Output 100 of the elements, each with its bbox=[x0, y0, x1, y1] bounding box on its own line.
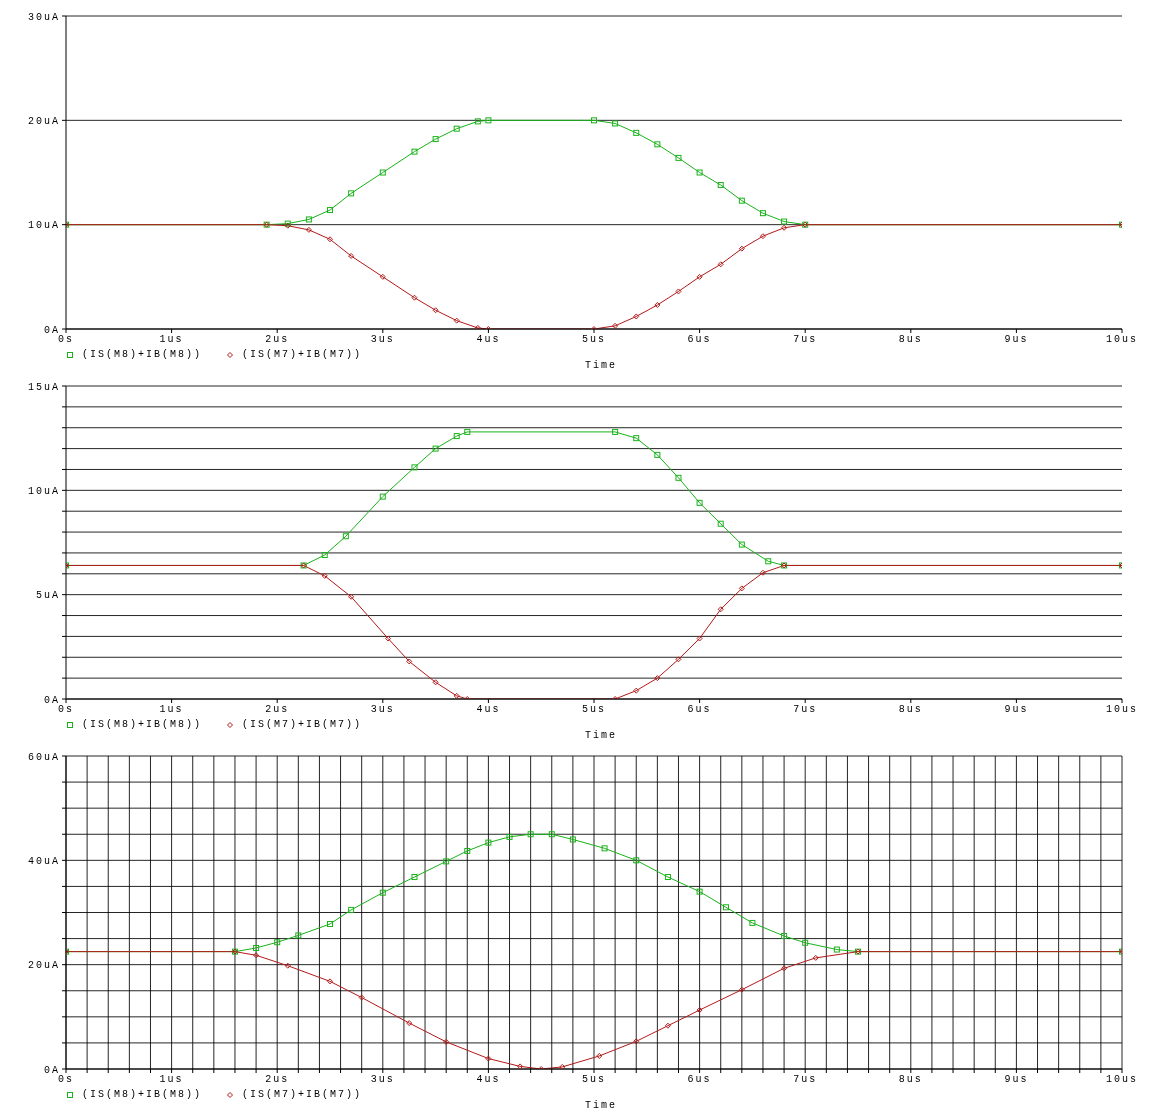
legend-label: (IS(M7)+IB(M7)) bbox=[242, 1089, 363, 1100]
x-tick-label: 0s bbox=[57, 704, 75, 716]
point bbox=[569, 836, 576, 843]
point bbox=[759, 210, 766, 217]
point bbox=[738, 197, 745, 204]
point bbox=[781, 932, 788, 939]
point bbox=[411, 874, 418, 881]
x-tick-label: 5us bbox=[581, 1074, 607, 1086]
point bbox=[348, 906, 355, 913]
y-tick-label: 20uA bbox=[27, 960, 60, 972]
point bbox=[474, 324, 481, 329]
legend-label: (IS(M7)+IB(M7)) bbox=[242, 349, 363, 360]
x-tick-label: 8us bbox=[898, 1074, 923, 1086]
point bbox=[833, 946, 840, 953]
point bbox=[738, 585, 745, 592]
point bbox=[464, 847, 471, 854]
point bbox=[348, 593, 355, 600]
point bbox=[612, 428, 619, 435]
x-tick-label: 9us bbox=[1004, 704, 1029, 716]
legend-label: (IS(M8)+IB(M8)) bbox=[82, 719, 203, 730]
point bbox=[411, 294, 418, 301]
point bbox=[274, 939, 281, 946]
x-tick-label: 6us bbox=[687, 1074, 712, 1086]
point bbox=[305, 226, 312, 233]
point bbox=[406, 658, 413, 665]
point bbox=[385, 635, 392, 642]
point bbox=[348, 252, 355, 259]
y-tick-label: 60uA bbox=[27, 751, 60, 763]
point bbox=[443, 858, 450, 865]
point bbox=[717, 182, 724, 189]
x-tick-label: 2us bbox=[265, 1074, 290, 1086]
point bbox=[411, 464, 418, 471]
y-tick-label: 20uA bbox=[27, 115, 60, 127]
point bbox=[485, 1055, 492, 1062]
x-tick-label: 8us bbox=[898, 334, 923, 346]
point bbox=[654, 302, 661, 308]
x-tick-label: 7us bbox=[793, 704, 818, 716]
y-tick-label: 10uA bbox=[27, 220, 60, 232]
point bbox=[432, 445, 439, 452]
point bbox=[464, 428, 471, 435]
x-tick-label: 7us bbox=[793, 1074, 818, 1086]
x-tick-label: 4us bbox=[476, 704, 501, 716]
point bbox=[453, 125, 460, 132]
point bbox=[601, 845, 608, 852]
point bbox=[675, 288, 682, 295]
x-tick-label: 4us bbox=[476, 1074, 501, 1086]
point bbox=[765, 558, 772, 565]
point bbox=[305, 216, 312, 223]
point bbox=[432, 679, 439, 686]
point bbox=[548, 831, 555, 838]
point bbox=[284, 962, 291, 969]
x-tick-label: 10us bbox=[1105, 704, 1139, 716]
point bbox=[738, 541, 745, 548]
x-tick-label: 8us bbox=[898, 704, 923, 716]
point bbox=[723, 904, 729, 911]
x-axis-title: Time bbox=[584, 1100, 618, 1113]
point bbox=[664, 874, 671, 881]
point bbox=[696, 499, 703, 506]
point bbox=[717, 606, 724, 613]
x-tick-label: 3us bbox=[370, 1074, 395, 1086]
x-tick-label: 6us bbox=[687, 334, 712, 346]
point bbox=[517, 1063, 524, 1069]
point bbox=[527, 831, 534, 838]
point bbox=[633, 129, 640, 136]
y-tick-label: 15uA bbox=[27, 381, 60, 393]
y-tick-label: 10uA bbox=[27, 485, 60, 497]
point bbox=[802, 939, 809, 946]
point bbox=[596, 1052, 603, 1059]
point bbox=[327, 207, 333, 214]
y-tick-label: 0A bbox=[43, 1064, 60, 1076]
point bbox=[327, 978, 333, 985]
point bbox=[348, 190, 355, 197]
point bbox=[253, 944, 260, 951]
legend-label: (IS(M8)+IB(M8)) bbox=[82, 349, 203, 360]
point bbox=[253, 952, 260, 959]
x-tick-label: 6us bbox=[687, 704, 712, 716]
x-axis-title: Time bbox=[584, 730, 618, 743]
point bbox=[781, 218, 788, 225]
point bbox=[781, 224, 788, 231]
point bbox=[453, 433, 460, 440]
x-tick-label: 2us bbox=[265, 334, 290, 346]
point bbox=[696, 169, 703, 176]
point bbox=[654, 675, 661, 682]
x-tick-label: 4us bbox=[476, 334, 501, 346]
point bbox=[358, 994, 365, 1001]
point bbox=[654, 451, 661, 458]
point bbox=[696, 273, 703, 280]
point bbox=[379, 273, 386, 280]
x-axis-title: Time bbox=[584, 360, 618, 373]
point bbox=[633, 857, 640, 864]
point bbox=[453, 317, 460, 324]
point bbox=[321, 552, 328, 559]
point bbox=[591, 117, 597, 124]
point bbox=[379, 169, 386, 176]
x-tick-label: 0s bbox=[57, 1074, 75, 1086]
y-tick-label: 30uA bbox=[27, 11, 60, 23]
point bbox=[379, 493, 386, 500]
point bbox=[379, 889, 386, 896]
point bbox=[675, 154, 682, 161]
point bbox=[612, 322, 619, 329]
